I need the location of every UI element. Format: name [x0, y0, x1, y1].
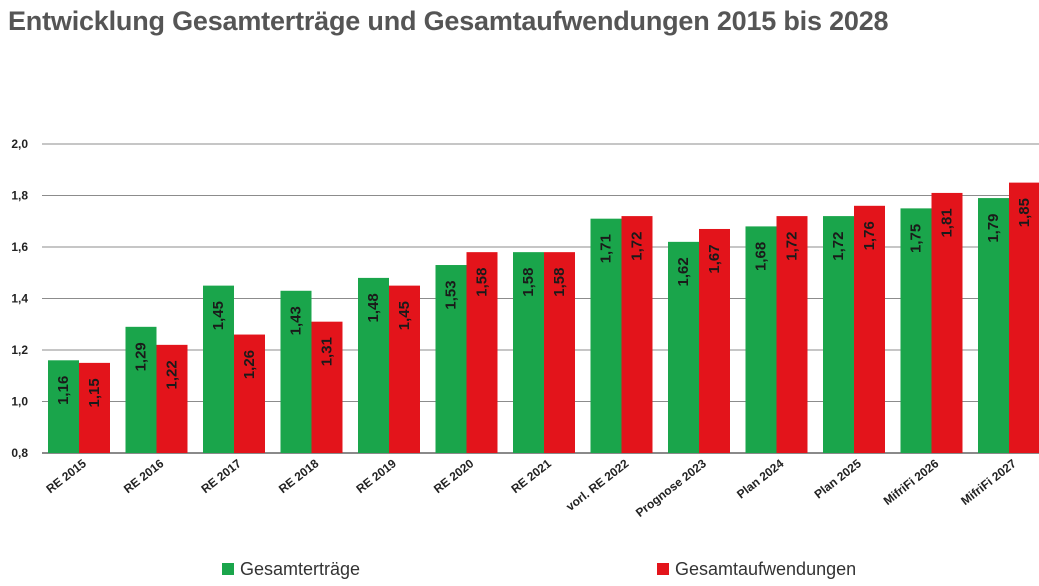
- x-tick-label: RE 2015: [43, 456, 89, 496]
- bar-value-label: 1,53: [443, 280, 460, 309]
- bar: [544, 252, 575, 453]
- bar-value-label: 1,31: [319, 337, 336, 366]
- x-tick-label: RE 2020: [431, 456, 477, 496]
- legend-swatch-gesamtertraege: [222, 563, 234, 575]
- chart-title: Entwicklung Gesamterträge und Gesamtaufw…: [8, 6, 889, 36]
- bar: [513, 252, 544, 453]
- bar: [931, 192, 963, 454]
- x-tick-label: MifriFi 2026: [881, 456, 942, 508]
- bar-value-label: 1,72: [830, 231, 847, 260]
- bar-value-label: 1,58: [520, 268, 537, 297]
- bar-value-label: 1,85: [1016, 198, 1033, 227]
- bar: [311, 321, 343, 453]
- bar: [590, 218, 622, 453]
- bar-value-label: 1,48: [365, 293, 382, 322]
- bar: [125, 326, 157, 453]
- x-tick-label: vorl. RE 2022: [563, 456, 631, 514]
- bar: [776, 216, 808, 453]
- bar: [621, 216, 653, 453]
- bar-value-label: 1,72: [784, 231, 801, 260]
- bar-value-label: 1,58: [551, 268, 568, 297]
- bar: [156, 344, 188, 453]
- y-tick-label: 1,8: [11, 189, 28, 203]
- bar: [79, 362, 110, 453]
- legend-label-gesamtaufwendungen: Gesamtaufwendungen: [675, 558, 857, 579]
- bar: [435, 265, 467, 453]
- bar-value-label: 1,81: [939, 208, 956, 237]
- bar: [823, 216, 854, 453]
- bar: [280, 290, 312, 453]
- x-axis-tick-labels: RE 2015 RE 2016 RE 2017 RE 2018 RE 2019 RE 20…: [43, 456, 1019, 520]
- x-tick-label: Prognose 2023: [633, 456, 709, 520]
- bar-value-label: 1,76: [861, 221, 878, 250]
- bar: [234, 334, 265, 453]
- y-tick-label: 0,8: [11, 446, 28, 460]
- y-tick-label: 1,2: [11, 343, 28, 357]
- bar: [745, 226, 777, 453]
- y-tick-label: 1,6: [11, 240, 28, 254]
- bar-value-labels: 1,16 1,15 1,29 1,22 1,45 1,26 1,43 1,31 1,48 1,45…: [55, 198, 1033, 407]
- bar-value-label: 1,75: [908, 224, 925, 253]
- bar: [668, 241, 699, 453]
- bar: [699, 228, 730, 453]
- bar-value-label: 1,43: [288, 306, 305, 335]
- legend-item-gesamtaufwendungen: Gesamtaufwendungen: [657, 558, 856, 580]
- bar: [854, 205, 885, 453]
- bar: [900, 208, 932, 453]
- bar-value-label: 1,62: [675, 257, 692, 286]
- x-tick-label: RE 2016: [121, 456, 167, 496]
- bar-value-label: 1,29: [133, 342, 150, 371]
- x-tick-label: MifriFi 2027: [958, 456, 1019, 508]
- bar: [466, 252, 498, 453]
- bar-value-label: 1,79: [985, 213, 1002, 242]
- bar: [358, 277, 389, 453]
- bar-value-label: 1,67: [706, 244, 723, 273]
- x-tick-label: RE 2019: [353, 456, 399, 496]
- bar: [203, 285, 234, 453]
- bar-value-label: 1,26: [241, 350, 258, 379]
- y-tick-label: 1,0: [11, 395, 28, 409]
- bar: [389, 285, 420, 453]
- bar-value-label: 1,16: [55, 376, 72, 405]
- legend-item-gesamtertraege: Gesamterträge: [222, 558, 360, 580]
- bars: [48, 182, 1039, 454]
- y-tick-label: 2,0: [11, 137, 28, 151]
- x-tick-label: RE 2018: [276, 456, 322, 496]
- legend-swatch-gesamtaufwendungen: [657, 563, 669, 575]
- bar-value-label: 1,71: [598, 234, 615, 263]
- x-tick-label: RE 2021: [508, 456, 554, 496]
- legend-label-gesamtertraege: Gesamterträge: [240, 558, 361, 579]
- bar-value-label: 1,45: [396, 301, 413, 330]
- bar-value-label: 1,58: [474, 268, 491, 297]
- bar-value-label: 1,68: [753, 242, 770, 271]
- bar-value-label: 1,15: [86, 378, 103, 407]
- bar: [978, 198, 1009, 453]
- bar-value-label: 1,72: [629, 231, 646, 260]
- bar-value-label: 1,45: [210, 301, 227, 330]
- x-tick-label: Plan 2024: [734, 456, 787, 501]
- bar: [48, 360, 79, 453]
- y-axis-tick-labels: 0,8 1,0 1,2 1,4 1,6 1,8 2,0: [11, 137, 28, 460]
- x-tick-label: RE 2017: [198, 456, 244, 496]
- bar: [1009, 182, 1039, 453]
- x-tick-label: Plan 2025: [812, 456, 865, 501]
- y-tick-label: 1,4: [11, 292, 28, 306]
- bar-value-label: 1,22: [164, 360, 181, 389]
